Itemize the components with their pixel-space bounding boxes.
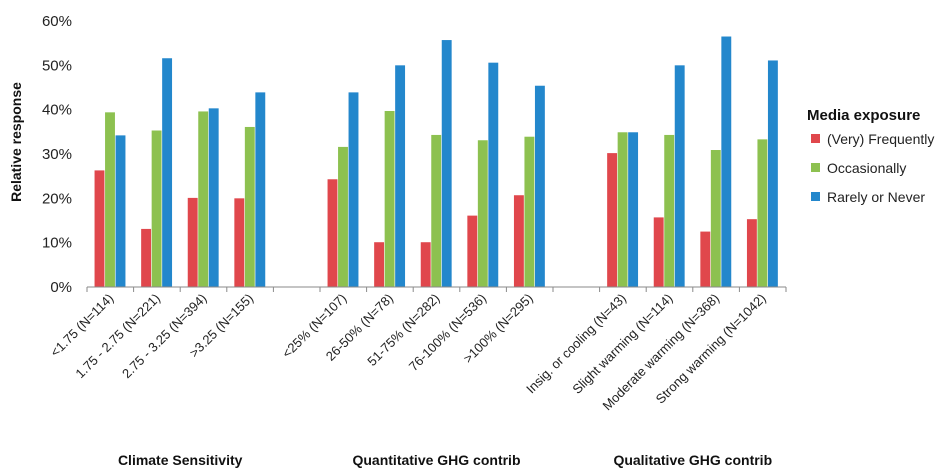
bar (420, 242, 431, 287)
bar (441, 40, 452, 288)
bar (327, 179, 338, 287)
bar (757, 139, 768, 287)
group-label: Climate Sensitivity (118, 452, 243, 468)
legend-label: Occasionally (827, 160, 906, 176)
bar (187, 197, 198, 287)
y-tick-label: 10% (42, 235, 72, 252)
bar (244, 126, 255, 288)
bars (94, 36, 778, 288)
bar (395, 65, 406, 287)
bar (477, 140, 488, 287)
bar (674, 65, 685, 287)
y-axis-title: Relative response (8, 82, 24, 202)
legend: Media exposure (Very) Frequently Occasion… (807, 107, 934, 205)
bar (115, 135, 126, 287)
bar (653, 217, 664, 287)
legend-label: (Very) Frequently (827, 131, 934, 147)
x-axis-ticks (86, 287, 787, 292)
bar (348, 92, 359, 287)
group-labels: Climate Sensitivity Quantitative GHG cont… (118, 452, 772, 468)
bar (664, 134, 675, 287)
legend-label: Rarely or Never (827, 189, 925, 205)
bar (746, 219, 757, 287)
y-tick-label: 50% (42, 57, 72, 74)
y-tick-label: 40% (42, 102, 72, 119)
bar (488, 62, 499, 287)
group-label: Quantitative GHG contrib (352, 452, 520, 468)
bar (198, 111, 209, 287)
bar (162, 58, 173, 287)
bar (534, 85, 545, 287)
bar (700, 231, 711, 287)
bar (374, 242, 385, 287)
bar (384, 111, 395, 287)
bar (524, 136, 535, 287)
bar (467, 215, 478, 287)
legend-title: Media exposure (807, 107, 920, 124)
legend-swatch (811, 134, 820, 143)
bar (234, 198, 245, 287)
bar (94, 170, 105, 287)
bar (141, 228, 152, 287)
x-category-label: 1.75 - 2.75 (N=221) (72, 291, 163, 382)
bar (617, 132, 628, 287)
bar (151, 130, 162, 287)
bar (607, 153, 618, 287)
y-tick-label: 0% (50, 279, 72, 296)
y-tick-label: 20% (42, 190, 72, 207)
bar (628, 132, 639, 287)
bar (208, 108, 219, 287)
bar (710, 150, 721, 287)
bar (431, 134, 442, 287)
y-axis-ticks: 0% 10% 20% 30% 40% 50% 60% (42, 13, 72, 296)
legend-swatch (811, 163, 820, 172)
bar (255, 92, 266, 287)
y-tick-label: 30% (42, 146, 72, 163)
bar (338, 146, 348, 287)
x-category-label: 2.75 - 3.25 (N=394) (119, 291, 210, 382)
bar (767, 60, 778, 288)
category-labels: <1.75 (N=114)1.75 - 2.75 (N=221)2.75 - 3… (47, 291, 769, 414)
bar (105, 112, 115, 287)
group-label: Qualitative GHG contrib (613, 452, 772, 468)
bar (513, 195, 524, 287)
y-tick-label: 60% (42, 13, 72, 30)
bar (721, 36, 732, 287)
legend-swatch (811, 192, 820, 201)
